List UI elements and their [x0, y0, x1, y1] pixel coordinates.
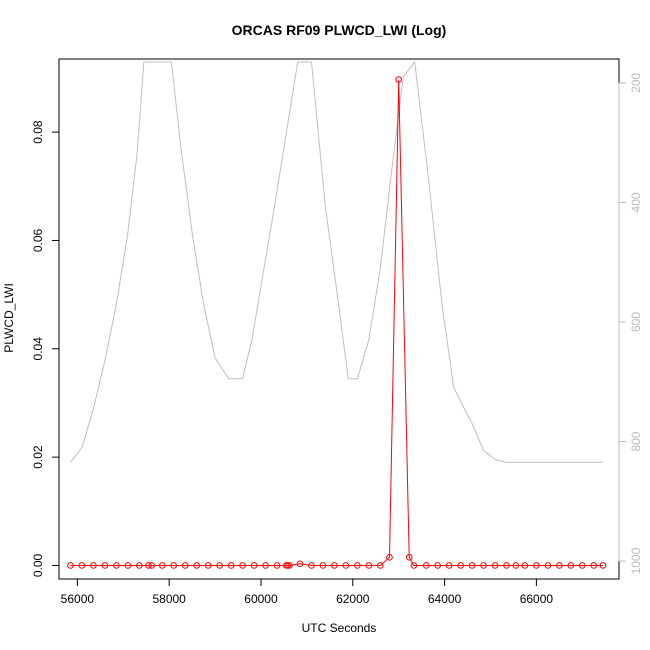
data-point [193, 562, 201, 569]
data-point [480, 562, 487, 569]
y2-tick-label: 400 [629, 192, 643, 212]
x-tick-label: 60000 [244, 592, 278, 606]
y-tick-label: 0.02 [31, 445, 45, 469]
data-point [113, 562, 120, 569]
y2-tick-label: 1000 [629, 547, 643, 574]
data-point [145, 562, 152, 569]
data-point [434, 562, 441, 569]
x-axis-label: UTC Seconds [302, 621, 377, 635]
data-point [578, 562, 586, 569]
secondary-series-group [70, 60, 603, 463]
y2-tick-label: 200 [629, 73, 643, 93]
data-point [377, 562, 384, 569]
data-point [158, 562, 166, 569]
data-point [445, 562, 453, 569]
data-point [124, 562, 132, 569]
data-point [284, 562, 291, 569]
data-point [457, 562, 464, 569]
primary-series-line [70, 79, 603, 566]
data-point [410, 562, 418, 569]
primary-series-group [67, 76, 607, 569]
data-point [512, 562, 520, 569]
data-point [342, 562, 350, 569]
data-point [331, 562, 338, 569]
data-point [250, 562, 258, 569]
data-point [286, 562, 293, 569]
data-point [204, 562, 212, 569]
data-point [216, 562, 223, 569]
data-point [567, 562, 575, 569]
data-point [422, 562, 430, 569]
data-point [599, 562, 607, 569]
data-point [354, 562, 361, 569]
data-point [491, 562, 499, 569]
y-tick-label: 0.06 [31, 228, 45, 252]
data-point [148, 562, 156, 569]
data-point [386, 554, 393, 561]
x-tick-label: 62000 [336, 592, 370, 606]
data-point [227, 562, 235, 569]
data-point [181, 562, 189, 569]
data-point [90, 562, 97, 569]
data-point [533, 562, 540, 569]
y-tick-label: 0.04 [31, 337, 45, 361]
data-point [170, 562, 178, 569]
y2-tick-label: 600 [629, 312, 643, 332]
data-point [556, 562, 563, 569]
data-point [136, 562, 143, 569]
secondary-series-line [70, 60, 603, 463]
y2-tick-label: 800 [629, 431, 643, 451]
x-tick-label: 66000 [520, 592, 554, 606]
data-point [67, 562, 74, 569]
data-point [319, 562, 327, 569]
data-point [296, 560, 304, 568]
data-point [503, 562, 510, 569]
data-point [273, 562, 281, 569]
data-point [395, 76, 402, 83]
data-point [544, 562, 552, 569]
y-tick-label: 0.00 [31, 553, 45, 577]
data-point [78, 562, 86, 569]
axes: 56000 58000 60000 62000 64000 66000 0.00 0.02 0.… [31, 73, 643, 606]
data-point [521, 562, 529, 569]
data-point [365, 562, 373, 569]
chart-title: ORCAS RF09 PLWCD_LWI (Log) [232, 22, 447, 38]
data-point [239, 562, 246, 569]
x-tick-label: 56000 [61, 592, 95, 606]
y-axis-label: PLWCD_LWI [2, 283, 16, 353]
x-tick-label: 58000 [152, 592, 186, 606]
data-point [308, 562, 315, 569]
y-tick-label: 0.08 [31, 120, 45, 144]
data-point [101, 562, 109, 569]
x-tick-label: 64000 [428, 592, 462, 606]
data-point [262, 562, 269, 569]
data-point [405, 554, 413, 561]
data-point [468, 562, 476, 569]
data-point [590, 562, 598, 569]
plot-frame [58, 58, 620, 580]
